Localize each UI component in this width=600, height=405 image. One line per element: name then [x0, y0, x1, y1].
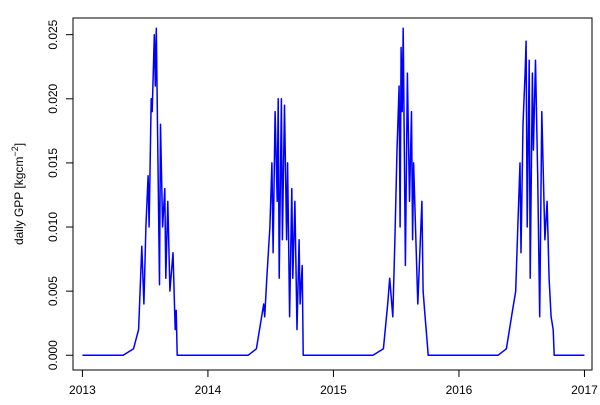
x-tick-label: 2014	[195, 383, 222, 397]
series-line-daily-gpp	[82, 27, 585, 357]
x-axis: 2013 2014 2015 2016 2017	[69, 369, 598, 397]
y-axis-label: daily GPP [kgcm−2]	[10, 143, 26, 245]
y-tick-label: 0.010	[46, 212, 60, 242]
y-tick-label: 0.015	[46, 148, 60, 178]
y-tick-label: 0.000	[46, 340, 60, 370]
y-tick-label: 0.005	[46, 276, 60, 306]
x-tick-label: 2013	[69, 383, 96, 397]
y-axis: 0.000 0.005 0.010 0.015 0.020 0.025	[46, 19, 74, 370]
plot-frame	[72, 17, 593, 371]
x-tick-label: 2016	[446, 383, 473, 397]
x-tick-label: 2015	[320, 383, 347, 397]
y-tick-label: 0.025	[46, 19, 60, 49]
x-tick-label: 2017	[571, 383, 598, 397]
y-tick-label: 0.020	[46, 83, 60, 113]
